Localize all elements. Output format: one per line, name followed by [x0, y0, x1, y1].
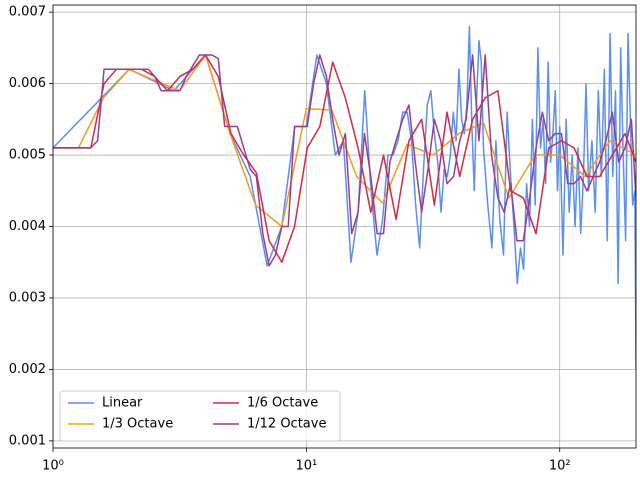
series-line [53, 54, 636, 267]
series-line [53, 54, 636, 228]
legend-label: 1/12 Octave [247, 417, 326, 432]
x-tick-label: 10⁰ [42, 459, 64, 474]
legend-label: Linear [102, 396, 143, 411]
series-line [53, 25, 636, 370]
y-tick-label: 0.001 [9, 433, 46, 448]
y-tick-label: 0.003 [9, 290, 46, 305]
x-tick-label: 10¹ [295, 459, 317, 474]
series-line [53, 54, 636, 263]
legend-box [59, 390, 341, 442]
legend-label: 1/3 Octave [102, 417, 173, 432]
y-tick-label: 0.002 [9, 362, 46, 377]
x-tick-label: 10² [549, 459, 571, 474]
plot-frame [52, 4, 637, 449]
legend-label: 1/6 Octave [247, 396, 318, 411]
y-tick-label: 0.007 [9, 5, 46, 20]
y-tick-label: 0.004 [9, 219, 46, 234]
y-tick-label: 0.005 [9, 148, 46, 163]
y-tick-label: 0.006 [9, 76, 46, 91]
